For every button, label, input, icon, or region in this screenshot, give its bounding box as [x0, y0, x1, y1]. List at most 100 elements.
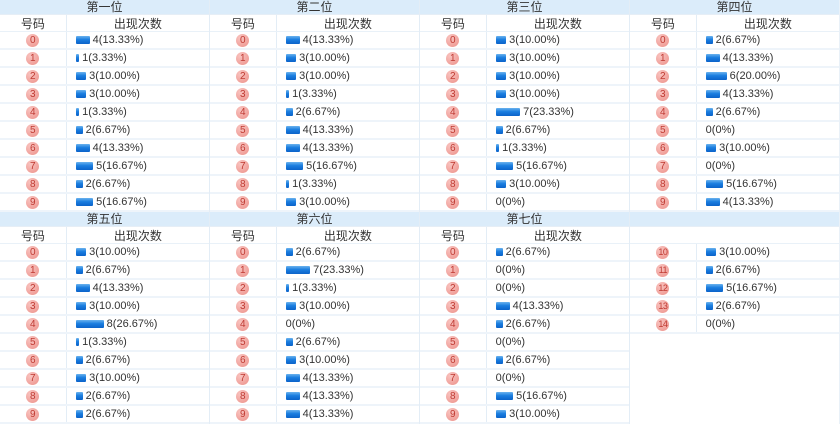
frequency-value: 3(10.00%) — [509, 88, 560, 100]
frequency-bar — [75, 392, 83, 400]
frequency-value: 2(6.67%) — [715, 34, 761, 46]
table-row: 9 4(13.33%) — [210, 406, 419, 424]
number-cell: 10 — [630, 244, 697, 260]
number-badge: 5 — [236, 335, 250, 349]
frequency-bar — [285, 162, 304, 170]
frequency-value: 5(16.67%) — [726, 282, 777, 294]
table-row: 8 2(6.67%) — [0, 388, 209, 406]
count-cell: 2(6.67%) — [67, 122, 209, 138]
number-cell: 8 — [630, 176, 697, 192]
table-header-row: 号码 出现次数 — [420, 227, 629, 244]
number-cell: 4 — [210, 104, 277, 120]
number-cell: 7 — [420, 158, 487, 174]
frequency-bar — [285, 126, 300, 134]
count-cell: 4(13.33%) — [67, 140, 209, 156]
number-cell: 9 — [210, 406, 277, 422]
number-badge: 0 — [236, 33, 250, 47]
number-badge: 6 — [236, 141, 250, 155]
frequency-bar — [75, 356, 83, 364]
number-badge: 9 — [446, 195, 460, 209]
number-badge: 9 — [446, 407, 460, 421]
frequency-value: 3(10.00%) — [89, 70, 140, 82]
count-cell: 3(10.00%) — [67, 68, 209, 84]
frequency-value: 2(6.67%) — [85, 390, 131, 402]
count-cell: 2(6.67%) — [277, 334, 419, 350]
frequency-value: 0(0%) — [705, 124, 736, 136]
frequency-bar — [495, 302, 510, 310]
frequency-bar — [285, 410, 300, 418]
frequency-value: 2(6.67%) — [85, 408, 131, 420]
number-badge: 4 — [236, 105, 250, 119]
number-badge: 12 — [656, 281, 670, 295]
number-cell: 3 — [0, 86, 67, 102]
table-row: 1 3(10.00%) — [210, 50, 419, 68]
table-row: 1 1(3.33%) — [0, 50, 209, 68]
table-row: 5 2(6.67%) — [0, 122, 209, 140]
number-badge: 11 — [656, 263, 670, 277]
number-badge: 9 — [26, 195, 40, 209]
count-cell: 1(3.33%) — [67, 104, 209, 120]
number-badge: 9 — [236, 407, 250, 421]
frequency-value: 4(13.33%) — [512, 300, 564, 312]
number-badge: 8 — [26, 177, 40, 191]
number-cell: 7 — [420, 370, 487, 386]
number-badge: 6 — [26, 353, 40, 367]
count-cell: 3(10.00%) — [277, 68, 419, 84]
number-badge: 7 — [446, 159, 460, 173]
number-badge: 0 — [236, 245, 250, 259]
table-row: 2 3(10.00%) — [210, 68, 419, 86]
table-header-row — [630, 227, 839, 244]
number-badge: 4 — [26, 317, 40, 331]
number-cell: 5 — [210, 122, 277, 138]
table-row: 6 2(6.67%) — [420, 352, 629, 370]
table-row: 8 3(10.00%) — [420, 176, 629, 194]
count-cell: 4(13.33%) — [697, 194, 839, 210]
count-cell: 0(0%) — [487, 334, 629, 350]
table-row: 9 0(0%) — [420, 194, 629, 212]
count-column-header: 出现次数 — [533, 228, 582, 243]
count-cell: 2(6.67%) — [697, 104, 839, 120]
frequency-value: 7(23.33%) — [523, 106, 574, 118]
frequency-bar — [285, 54, 297, 62]
table-row: 6 4(13.33%) — [210, 140, 419, 158]
number-cell: 6 — [210, 352, 277, 368]
number-badge: 4 — [26, 105, 40, 119]
frequency-value: 4(13.33%) — [92, 142, 144, 154]
number-cell: 2 — [420, 280, 487, 296]
count-cell: 3(10.00%) — [277, 50, 419, 66]
number-badge: 1 — [236, 51, 250, 65]
table-row: 11 2(6.67%) — [630, 262, 839, 280]
count-cell: 5(16.67%) — [67, 158, 209, 174]
table-row: 6 1(3.33%) — [420, 140, 629, 158]
table-row: 5 2(6.67%) — [210, 334, 419, 352]
count-cell: 4(13.33%) — [487, 298, 629, 314]
number-cell: 2 — [0, 280, 67, 296]
frequency-bar — [705, 108, 713, 116]
number-badge: 5 — [26, 123, 40, 137]
frequency-bar — [285, 72, 297, 80]
count-cell: 3(10.00%) — [487, 86, 629, 102]
number-cell: 0 — [210, 32, 277, 48]
count-cell: 2(6.67%) — [67, 406, 209, 422]
number-badge: 7 — [236, 159, 250, 173]
frequency-value: 3(10.00%) — [509, 34, 560, 46]
number-badge: 2 — [26, 69, 40, 83]
number-cell: 0 — [630, 32, 697, 48]
number-badge: 7 — [446, 371, 460, 385]
frequency-bar — [705, 266, 713, 274]
count-cell: 0(0%) — [697, 316, 839, 332]
frequency-value: 4(13.33%) — [302, 124, 354, 136]
number-cell: 8 — [210, 388, 277, 404]
count-cell: 2(6.67%) — [487, 244, 629, 260]
table-row: 4 8(26.67%) — [0, 316, 209, 334]
position-table-4: 第四位 号码 出现次数 0 2(6.67%) 1 4(13.33%) 2 6(20.00%) 3 4… — [630, 0, 840, 212]
number-badge: 8 — [446, 389, 460, 403]
frequency-value: 3(10.00%) — [89, 372, 140, 384]
number-badge: 5 — [656, 123, 670, 137]
count-cell: 4(13.33%) — [277, 140, 419, 156]
number-cell: 8 — [0, 176, 67, 192]
frequency-bar — [285, 198, 297, 206]
table-row: 3 4(13.33%) — [630, 86, 839, 104]
table-row: 3 3(10.00%) — [420, 86, 629, 104]
frequency-value: 2(6.67%) — [85, 354, 131, 366]
